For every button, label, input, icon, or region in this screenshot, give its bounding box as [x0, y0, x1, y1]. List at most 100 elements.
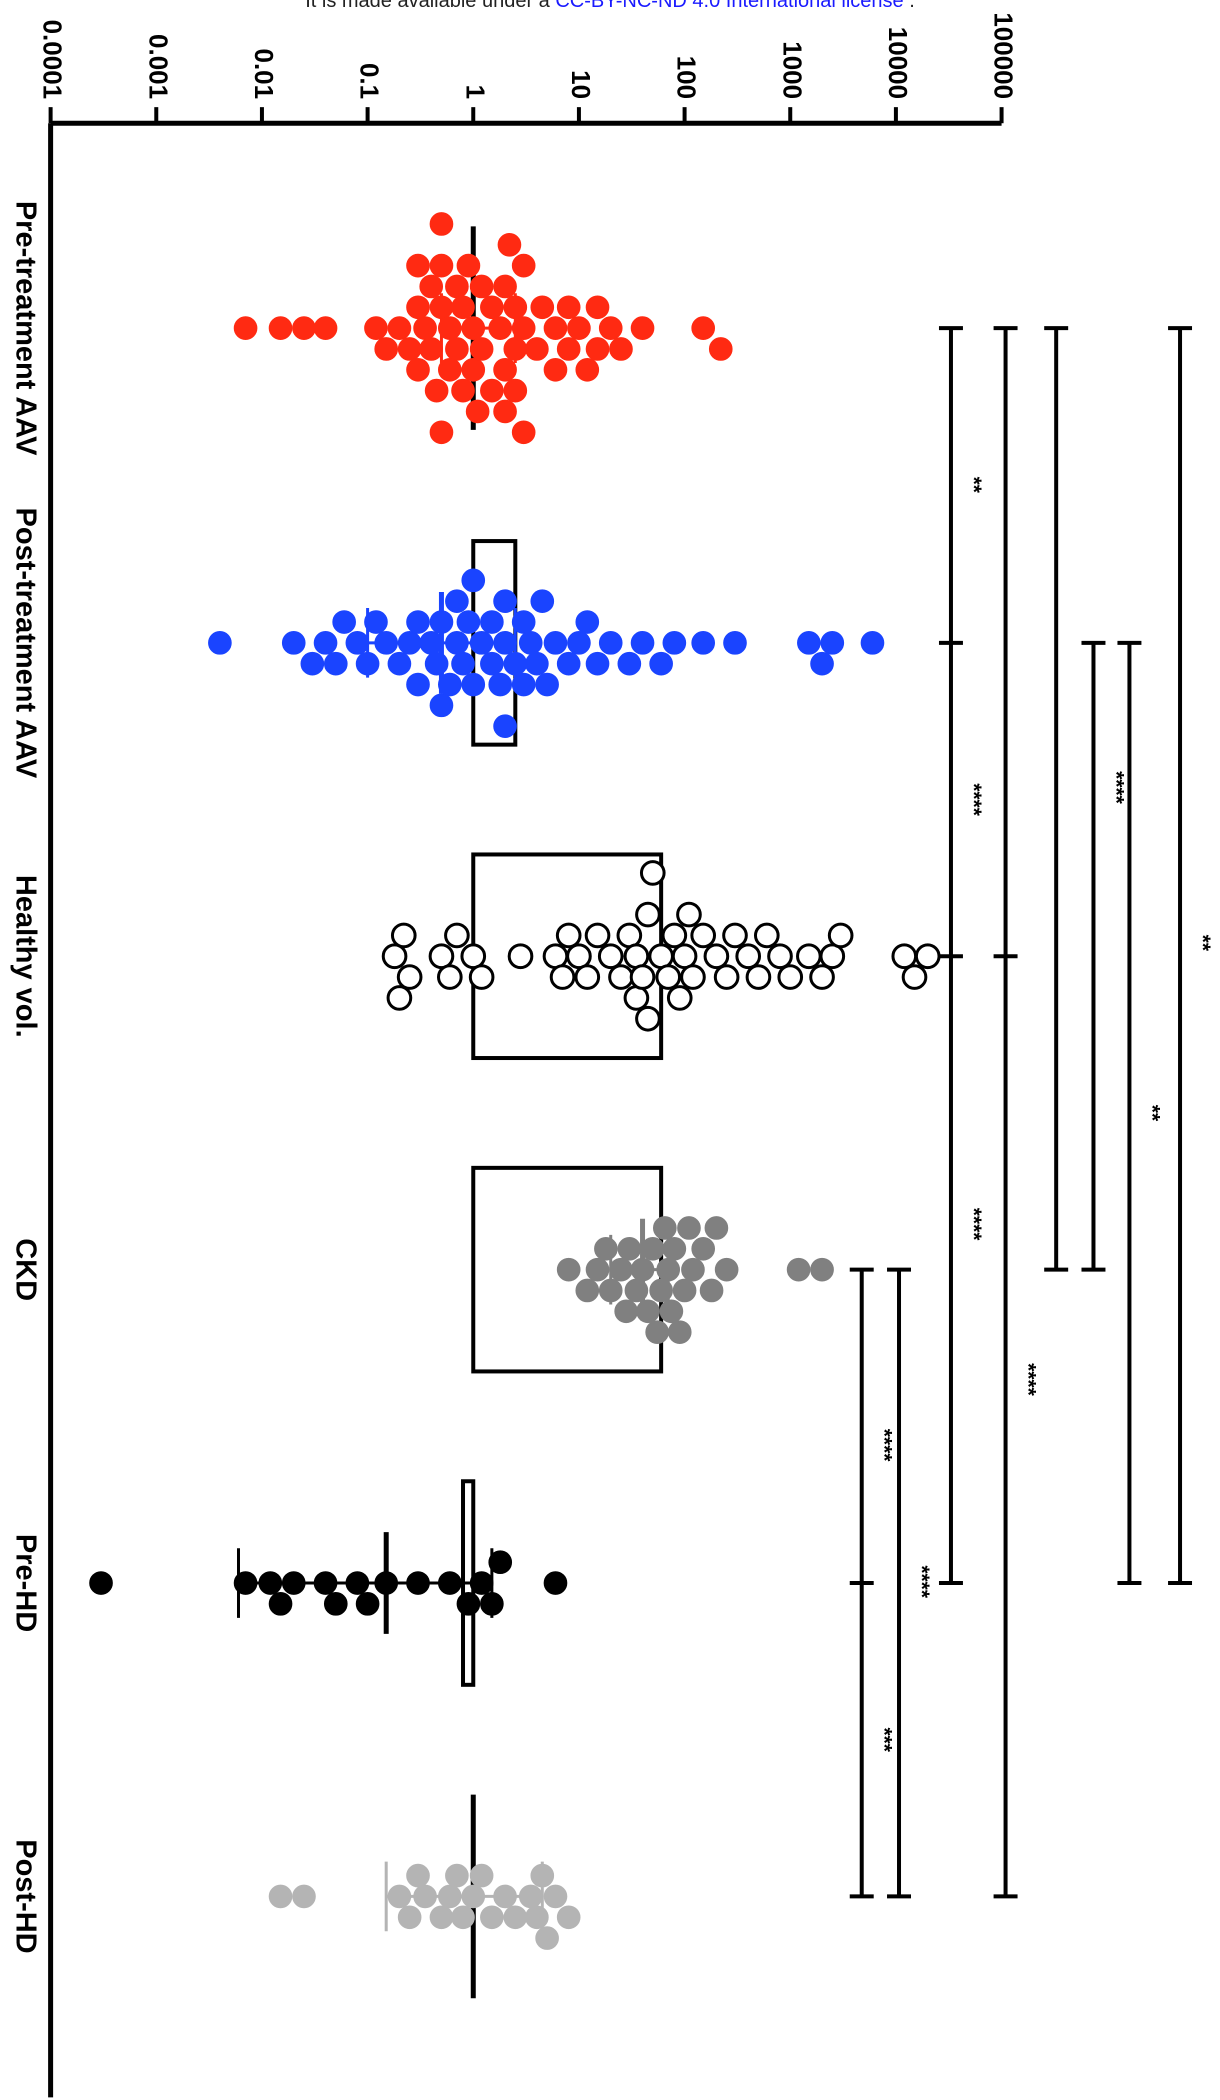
data-point	[543, 631, 568, 655]
data-point	[585, 651, 610, 676]
data-point	[666, 985, 693, 1011]
data-point	[445, 337, 469, 361]
data-point	[419, 631, 444, 655]
significance-label: ****	[910, 1565, 933, 1599]
data-point	[461, 568, 486, 593]
data-point	[406, 357, 430, 382]
data-point	[556, 1257, 581, 1282]
data-point	[429, 420, 454, 445]
data-point	[436, 964, 463, 990]
data-point	[451, 295, 475, 320]
data-point	[424, 651, 449, 676]
summary-marks	[236, 226, 670, 1999]
data-point	[810, 651, 834, 676]
data-point	[617, 1236, 642, 1261]
significance-label: **	[962, 477, 985, 494]
significance-label: ****	[1017, 1363, 1040, 1397]
data-point	[556, 337, 581, 361]
data-point	[451, 1905, 475, 1930]
data-point	[456, 610, 481, 634]
data-point	[397, 337, 422, 361]
data-point	[672, 1278, 697, 1303]
data-point	[323, 1592, 348, 1616]
data-point	[585, 337, 610, 361]
data-point	[456, 253, 481, 278]
data-point	[530, 295, 555, 320]
series-6-points	[268, 1863, 581, 1950]
data-point	[691, 1236, 716, 1261]
data-point	[860, 631, 885, 655]
data-point	[258, 1571, 283, 1595]
data-point	[461, 357, 486, 382]
data-point	[469, 337, 494, 361]
data-point	[445, 589, 469, 614]
data-point	[386, 985, 413, 1011]
data-point	[390, 922, 417, 949]
data-point	[406, 253, 430, 278]
data-point	[480, 610, 504, 634]
data-point	[465, 399, 490, 424]
data-point	[713, 964, 740, 990]
data-point	[820, 631, 845, 655]
significance-brackets: *********************************	[849, 326, 1214, 1899]
data-point	[796, 943, 822, 970]
license-link[interactable]: CC-BY-NC-ND 4.0 International license	[555, 0, 904, 12]
data-point	[584, 922, 611, 949]
data-point	[313, 316, 338, 340]
tick-label: 100000	[989, 12, 1019, 99]
data-point	[374, 631, 399, 655]
data-point	[609, 337, 633, 361]
data-point	[419, 274, 444, 299]
tick-label: 0.0001	[38, 20, 68, 100]
data-point	[609, 1257, 633, 1282]
data-point	[530, 1863, 555, 1888]
data-point	[542, 943, 569, 970]
data-point	[525, 1905, 549, 1930]
data-point	[313, 1571, 338, 1595]
data-point	[381, 943, 408, 970]
data-point	[480, 378, 504, 403]
data-point	[767, 943, 793, 970]
data-point	[652, 1216, 677, 1240]
data-point	[667, 1320, 692, 1344]
data-point	[723, 631, 747, 655]
data-point	[549, 964, 576, 990]
data-point	[445, 1863, 469, 1888]
data-point	[429, 693, 454, 718]
data-point	[585, 295, 610, 320]
data-point	[507, 943, 534, 970]
series-4-points	[556, 1216, 834, 1344]
data-point	[543, 316, 568, 340]
data-point	[518, 1884, 543, 1909]
data-point	[488, 316, 513, 340]
data-point	[574, 964, 601, 990]
data-point	[493, 714, 517, 739]
data-point	[488, 1550, 513, 1575]
tick-label: 0.01	[249, 48, 279, 99]
data-point	[681, 1257, 705, 1282]
data-point	[556, 295, 581, 320]
data-point	[413, 316, 437, 340]
data-point	[786, 1257, 811, 1282]
data-point	[914, 943, 941, 970]
license-suffix: .	[903, 0, 915, 12]
data-point	[469, 274, 494, 299]
category-label: Healthy vol.	[9, 875, 41, 1038]
data-point	[444, 922, 470, 949]
category-label: Pre-HD	[9, 1534, 41, 1632]
data-point	[518, 631, 543, 655]
value-axis-ticks: 0.0001 0.001 0.01 0.1 1 10 100 1000 10000 100000	[38, 12, 1019, 124]
license-prefix: It is made available under a	[305, 0, 556, 12]
data-point	[445, 274, 469, 299]
data-point	[406, 672, 430, 697]
series-2-points	[208, 568, 885, 739]
data-point	[777, 964, 804, 990]
data-point	[208, 631, 232, 655]
data-point	[480, 1905, 504, 1930]
category-label: Post-HD	[9, 1839, 41, 1953]
data-point	[630, 316, 655, 340]
data-point	[661, 922, 688, 949]
data-point	[543, 1884, 568, 1909]
data-point	[722, 922, 748, 949]
data-point	[649, 1278, 673, 1303]
